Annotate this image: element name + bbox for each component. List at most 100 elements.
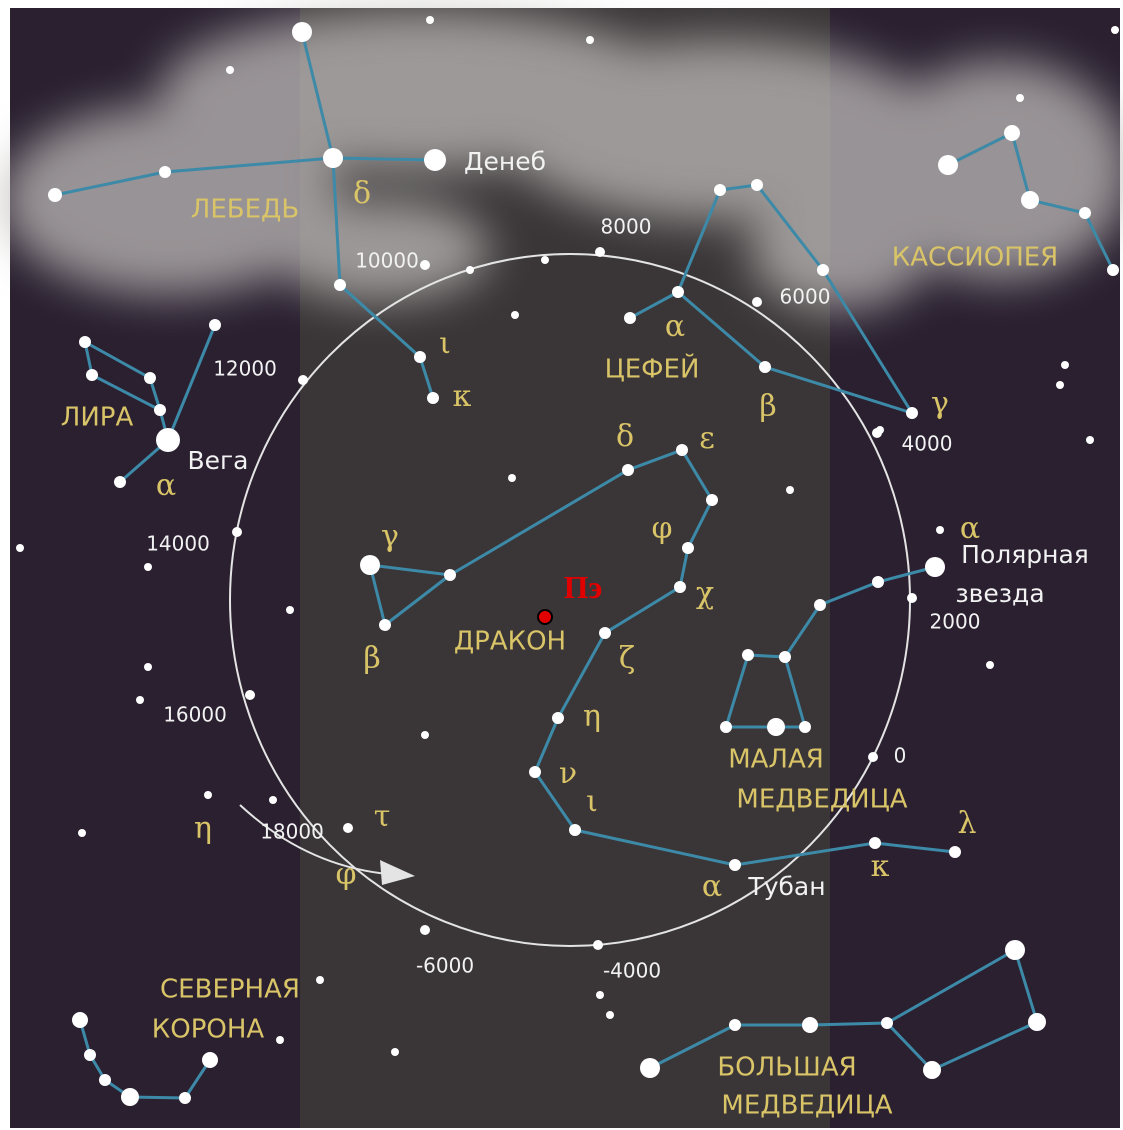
year-label: 0 xyxy=(894,744,907,768)
star xyxy=(925,557,945,577)
star xyxy=(1005,940,1025,960)
star xyxy=(923,1061,941,1079)
star xyxy=(444,569,456,581)
star xyxy=(226,66,234,74)
star xyxy=(286,606,294,614)
year-label: 18000 xyxy=(260,820,324,844)
star-name: Тубан xyxy=(747,872,825,901)
star xyxy=(99,1074,111,1086)
star xyxy=(426,16,434,24)
star-name: Денеб xyxy=(464,147,546,176)
star xyxy=(86,369,98,381)
constellation-line xyxy=(369,448,956,867)
star xyxy=(779,651,791,663)
greek-letter: τ xyxy=(374,799,391,834)
star xyxy=(121,1088,139,1106)
star xyxy=(1111,26,1119,34)
star xyxy=(872,576,884,588)
star xyxy=(586,36,594,44)
year-label: 10000 xyxy=(355,249,419,273)
greek-letter: γ xyxy=(381,519,399,554)
greek-letter: λ xyxy=(957,806,976,841)
star xyxy=(144,563,152,571)
star xyxy=(48,188,62,202)
star xyxy=(599,627,611,639)
star xyxy=(1107,264,1119,276)
star xyxy=(421,731,429,739)
arrow-head xyxy=(380,860,415,885)
star xyxy=(541,256,549,264)
star xyxy=(742,649,754,661)
star xyxy=(292,22,312,42)
year-label: -4000 xyxy=(603,959,661,983)
epoch-point xyxy=(343,823,353,833)
star xyxy=(391,1048,399,1056)
greek-letter: β xyxy=(363,641,380,676)
star xyxy=(986,661,994,669)
year-label: 12000 xyxy=(213,357,277,381)
star xyxy=(906,407,918,419)
constellation-name: ДРАКОН xyxy=(454,627,566,657)
star xyxy=(323,148,343,168)
star xyxy=(759,361,771,373)
star xyxy=(799,721,811,733)
star xyxy=(16,544,24,552)
star xyxy=(276,1036,284,1044)
star xyxy=(552,712,564,724)
star xyxy=(938,155,958,175)
greek-letter: χ xyxy=(696,576,714,611)
greek-letter: κ xyxy=(871,849,890,884)
star xyxy=(786,486,794,494)
greek-letter: φ xyxy=(335,857,356,892)
star xyxy=(817,264,829,276)
constellation-name: ЦЕФЕЙ xyxy=(605,353,700,385)
star xyxy=(414,351,426,363)
epoch-point xyxy=(872,428,882,438)
stars xyxy=(16,16,1119,1106)
epoch-point xyxy=(232,527,242,537)
greek-letter: α xyxy=(702,869,722,904)
star xyxy=(802,1017,818,1033)
pole-label: Пэ xyxy=(564,569,603,605)
year-label: 2000 xyxy=(930,610,981,634)
star xyxy=(767,718,785,736)
star xyxy=(379,619,391,631)
star xyxy=(720,721,732,733)
greek-letter: η xyxy=(583,699,601,734)
star xyxy=(1056,381,1064,389)
constellation-name: КАССИОПЕЯ xyxy=(892,243,1059,273)
star xyxy=(682,542,694,554)
greek-letter: φ xyxy=(651,511,672,546)
star-name: Вега xyxy=(188,446,249,475)
star xyxy=(209,319,221,331)
greek-letter: ε xyxy=(699,421,715,456)
greek-letter: α xyxy=(156,468,176,503)
epoch-point xyxy=(868,752,878,762)
star xyxy=(706,494,718,506)
star-name: Полярная xyxy=(961,540,1089,569)
star xyxy=(424,149,446,171)
greek-letter: β xyxy=(759,389,776,424)
star xyxy=(202,1052,218,1068)
star xyxy=(269,796,277,804)
constellation-name: БОЛЬШАЯ xyxy=(717,1053,856,1083)
epoch-point xyxy=(420,260,430,270)
star xyxy=(1079,207,1091,219)
greek-letter: κ xyxy=(453,379,472,414)
star xyxy=(427,392,439,404)
greek-letter: α xyxy=(960,511,980,546)
star xyxy=(949,846,961,858)
star xyxy=(114,476,126,488)
star xyxy=(144,372,156,384)
star xyxy=(79,336,91,348)
star xyxy=(1086,436,1094,444)
star xyxy=(881,1017,893,1029)
epoch-point xyxy=(595,247,605,257)
star xyxy=(814,599,826,611)
constellation-name: МЕДВЕДИЦА xyxy=(736,785,907,815)
epoch-point xyxy=(752,297,762,307)
year-label: 6000 xyxy=(780,285,831,309)
star xyxy=(676,444,688,456)
greek-letter: γ xyxy=(931,386,949,421)
